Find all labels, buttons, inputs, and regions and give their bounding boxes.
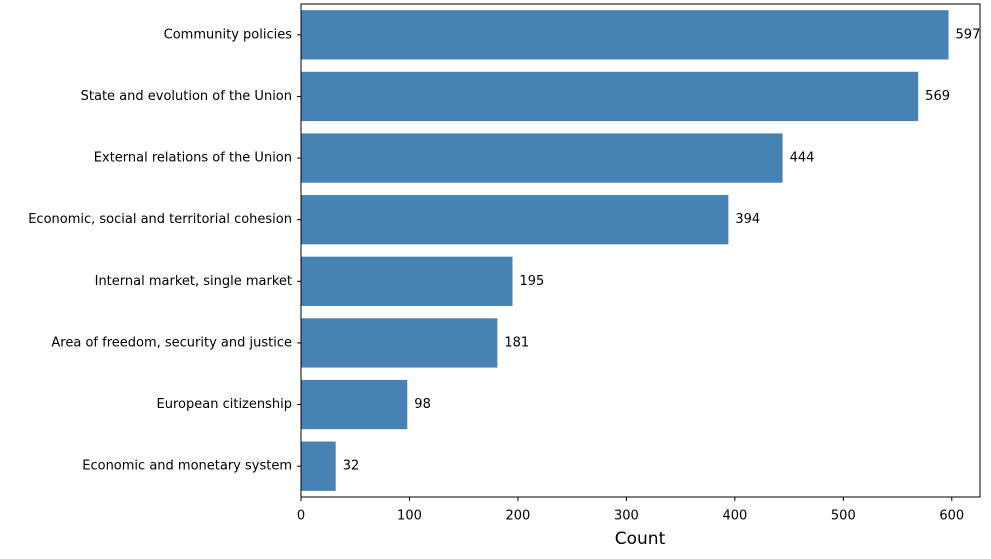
bar xyxy=(301,10,949,60)
x-axis-title: Count xyxy=(615,529,666,549)
y-tick-label: Economic and monetary system xyxy=(82,459,292,474)
data-label: 195 xyxy=(520,274,545,289)
data-label: 569 xyxy=(925,89,950,104)
data-label: 181 xyxy=(504,335,529,350)
y-tick-label: Economic, social and territorial cohesio… xyxy=(28,212,292,227)
plot-frame xyxy=(300,3,981,498)
x-tick-label: 300 xyxy=(614,509,639,524)
bar xyxy=(301,318,498,368)
y-tick-label: Community policies xyxy=(164,27,293,42)
data-label: 394 xyxy=(735,212,760,227)
bar xyxy=(301,71,919,122)
y-tick-label: Internal market, single market xyxy=(95,274,292,289)
x-tick-label: 500 xyxy=(831,509,856,524)
data-label: 32 xyxy=(343,459,360,474)
data-label: 597 xyxy=(956,27,981,42)
bar xyxy=(301,379,408,430)
x-tick-label: 200 xyxy=(506,509,531,524)
data-label: 98 xyxy=(414,397,431,412)
bar xyxy=(301,195,729,245)
y-tick-label: European citizenship xyxy=(157,397,292,412)
y-tick-label: State and evolution of the Union xyxy=(81,89,292,104)
bar xyxy=(301,133,783,183)
x-tick-label: 400 xyxy=(722,509,747,524)
bar xyxy=(301,256,513,306)
y-tick-label: External relations of the Union xyxy=(94,151,292,166)
x-tick-label: 600 xyxy=(939,509,964,524)
x-tick-label: 0 xyxy=(297,509,305,524)
data-label: 444 xyxy=(790,151,815,166)
x-tick-label: 100 xyxy=(397,509,422,524)
bar xyxy=(301,441,336,491)
y-tick-label: Area of freedom, security and justice xyxy=(51,335,292,350)
